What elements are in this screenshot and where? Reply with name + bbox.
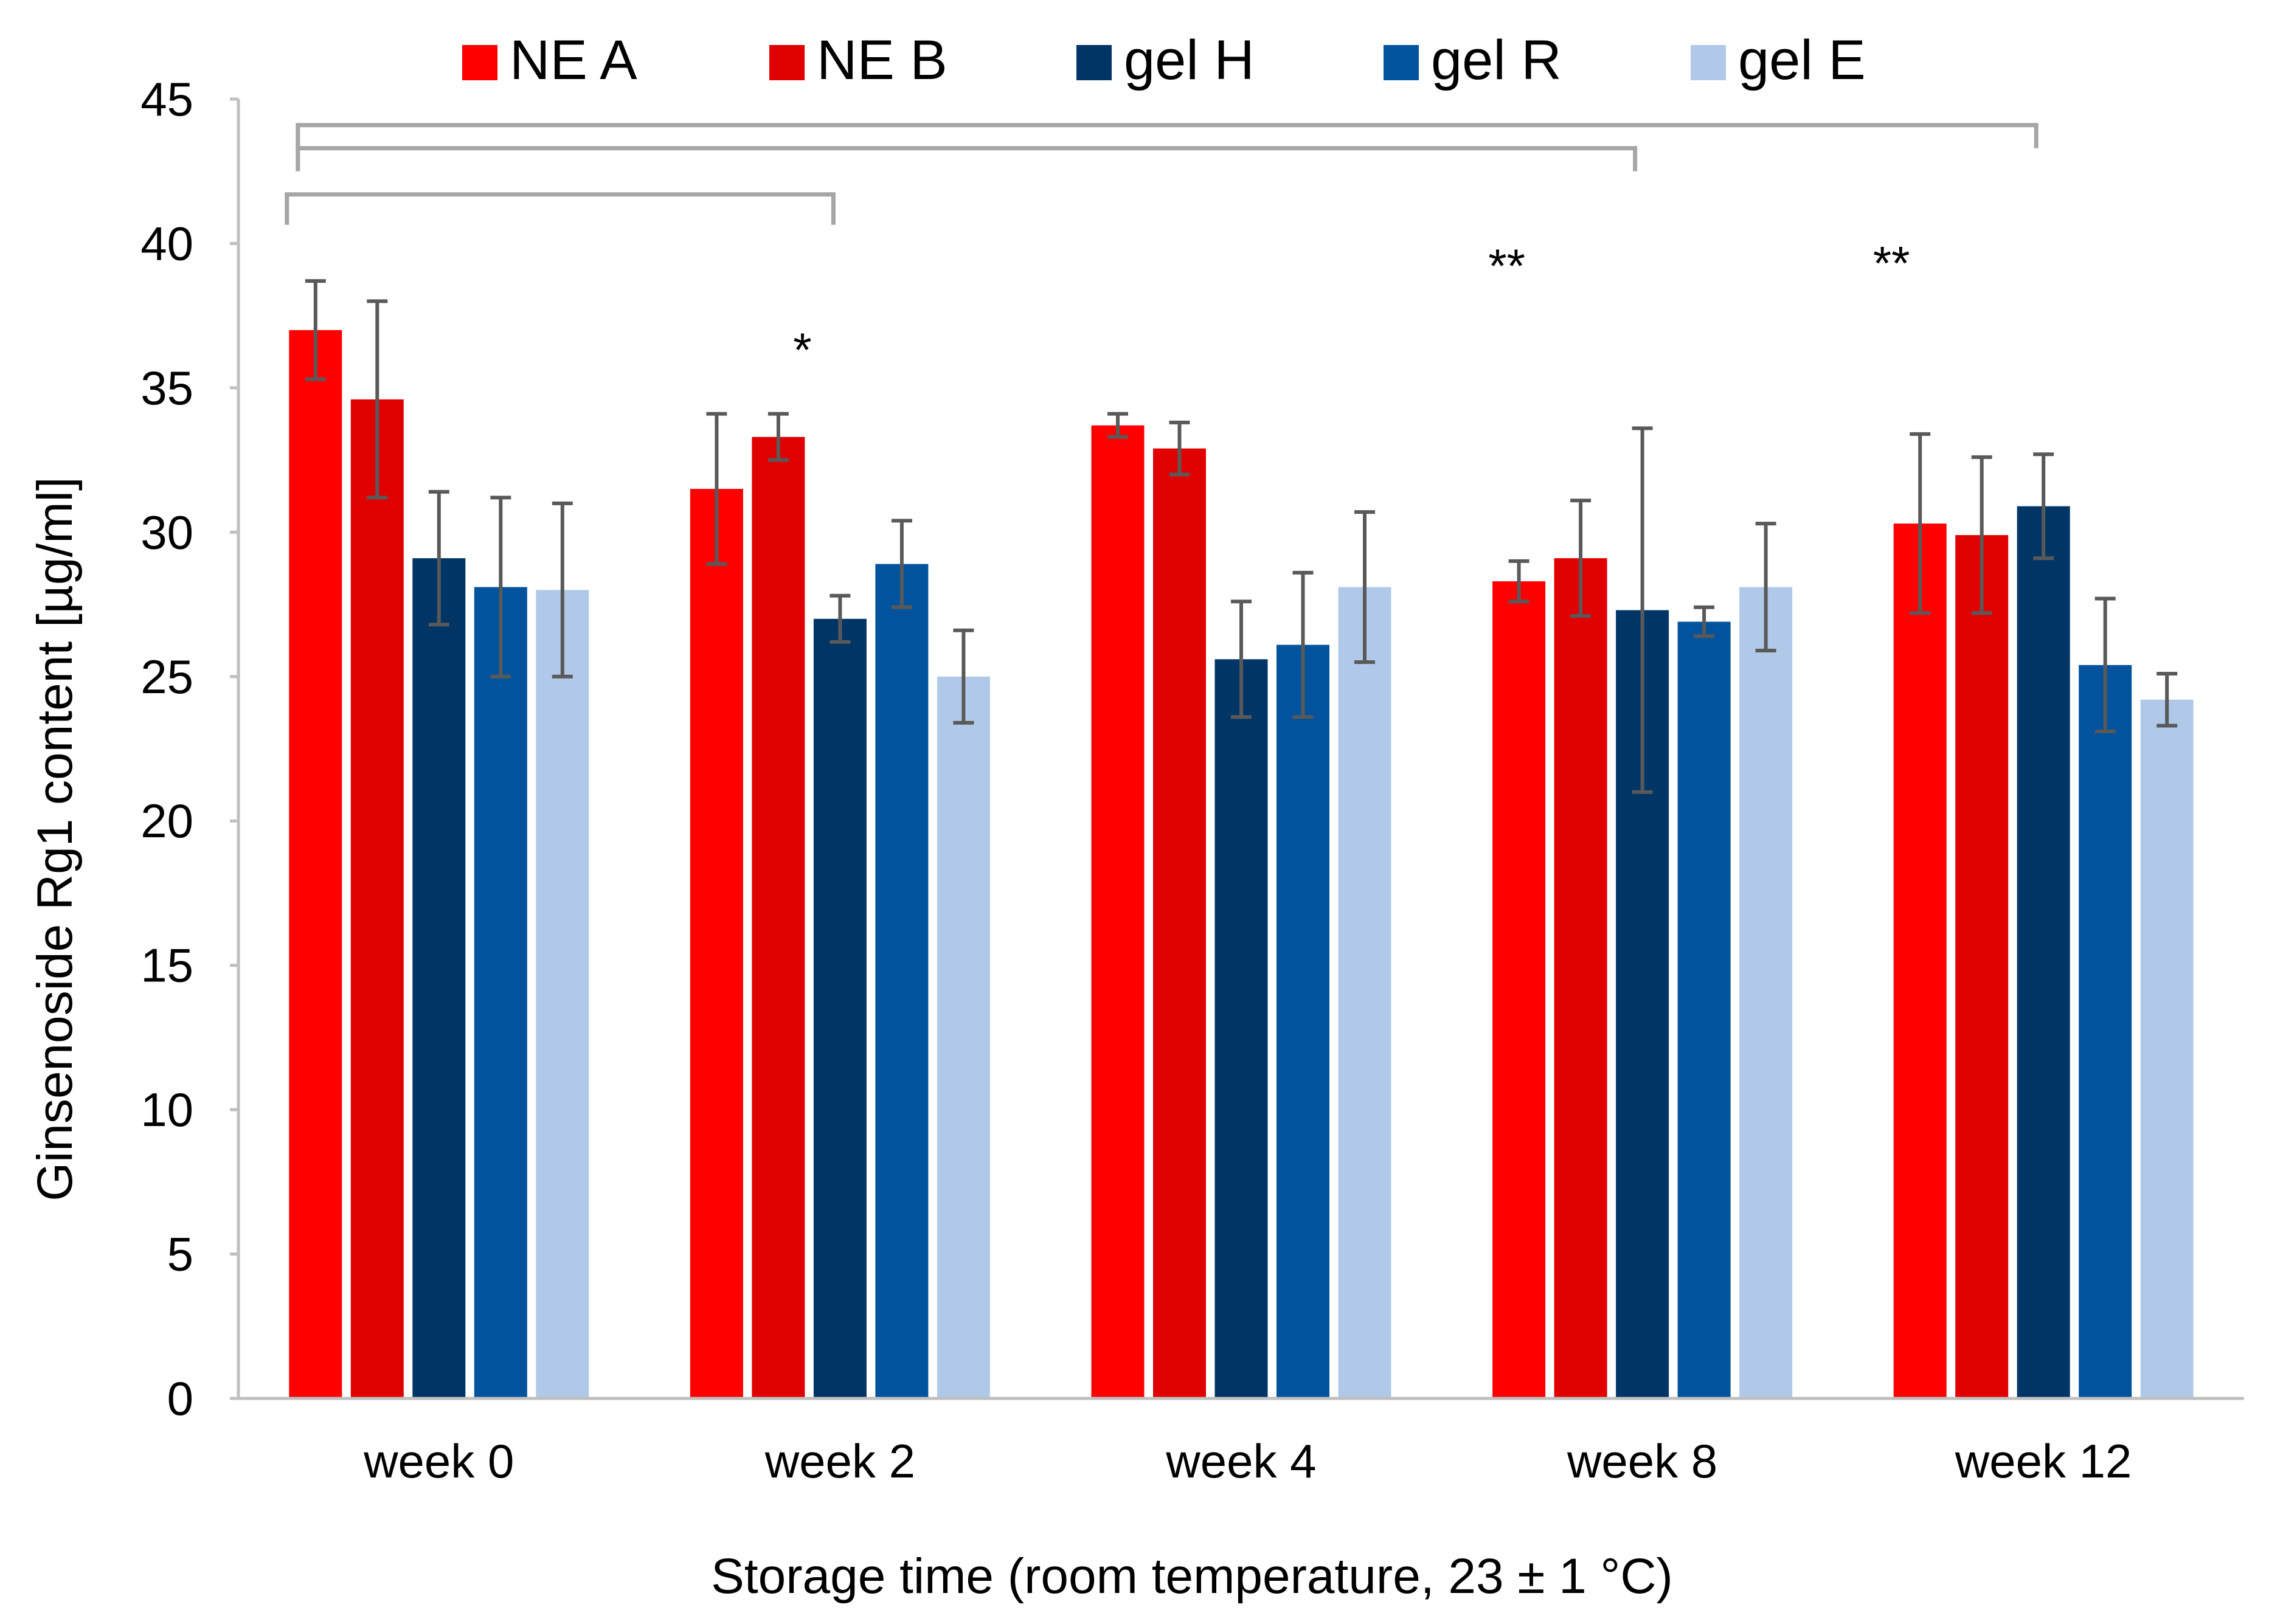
y-tick-label: 10 (140, 1083, 193, 1136)
bar-ne-a (289, 330, 342, 1398)
x-axis-title: Storage time (room temperature, 23 ± 1 °… (711, 1549, 1673, 1604)
y-tick-label: 20 (140, 794, 193, 848)
legend-label: gel E (1738, 29, 1866, 91)
y-tick-label: 30 (140, 505, 193, 559)
legend-swatch (462, 45, 497, 80)
legend-label: gel R (1431, 29, 1562, 91)
bar-gel-e (1739, 587, 1793, 1398)
bars (289, 330, 2194, 1399)
bar-ne-b (350, 399, 404, 1398)
bar-ne-a (1091, 425, 1145, 1398)
bar-ne-b (1955, 535, 2009, 1398)
y-tick-label: 25 (140, 650, 193, 703)
legend-swatch (1076, 45, 1112, 80)
bar-gel-r (474, 587, 527, 1398)
x-tick-label: week 12 (1955, 1434, 2132, 1488)
y-axis: 0 5 10 15 20 25 30 35 40 45 (140, 72, 240, 1425)
y-tick-label: 5 (167, 1228, 193, 1281)
error-bars (305, 279, 2178, 794)
legend-label: NE B (817, 29, 947, 91)
y-tick-label: 35 (140, 361, 193, 415)
significance-marker: ** (1873, 236, 1910, 289)
bar-gel-h (813, 618, 867, 1398)
bar-ne-b (1153, 448, 1206, 1399)
bar-ne-a (1492, 581, 1546, 1398)
bar-gel-e (2140, 699, 2194, 1398)
y-tick-label: 45 (140, 72, 193, 126)
x-tick-label: week 4 (1165, 1434, 1316, 1488)
significance-annotations: *** ** (793, 236, 1910, 376)
significance-bracket (296, 123, 2039, 148)
significance-marker: ** (1488, 239, 1525, 292)
bar-gel-r (1277, 644, 1329, 1398)
legend-label: gel H (1124, 29, 1255, 91)
significance-bracket (296, 146, 1638, 171)
bar-gel-h (2017, 506, 2070, 1399)
significance-brackets (285, 123, 2039, 225)
y-axis-title: Ginsenoside Rg1 content [µg/ml] (27, 477, 83, 1201)
x-tick-label: week 2 (764, 1434, 915, 1488)
bar-gel-e (937, 676, 990, 1398)
significance-marker: * (793, 323, 811, 376)
legend-label: NE A (510, 29, 637, 91)
x-tick-label: week 8 (1567, 1434, 1717, 1488)
bar-gel-r (2079, 665, 2132, 1398)
bar-ne-a (690, 489, 743, 1398)
bar-gel-e (536, 590, 589, 1399)
significance-bracket (285, 192, 836, 225)
legend-swatch (1691, 45, 1726, 80)
x-axis: week 0 week 2 week 4 week 8 week 12 (238, 1397, 2244, 1488)
bar-ne-b (1554, 558, 1607, 1399)
legend: NE A NE B gel H gel R gel E (462, 29, 1866, 91)
bar-gel-h (412, 558, 466, 1399)
bar-gel-r (1677, 621, 1731, 1399)
legend-swatch (1384, 45, 1419, 80)
bar-ne-a (1893, 523, 1947, 1398)
y-tick-label: 40 (140, 216, 193, 270)
bar-gel-h (1214, 659, 1268, 1398)
bar-ne-b (752, 437, 805, 1398)
y-tick-label: 0 (167, 1372, 193, 1425)
bar-gel-r (875, 564, 929, 1399)
legend-swatch (769, 45, 805, 80)
x-tick-label: week 0 (363, 1434, 514, 1488)
bar-gel-e (1338, 587, 1391, 1398)
y-tick-label: 15 (140, 939, 193, 992)
